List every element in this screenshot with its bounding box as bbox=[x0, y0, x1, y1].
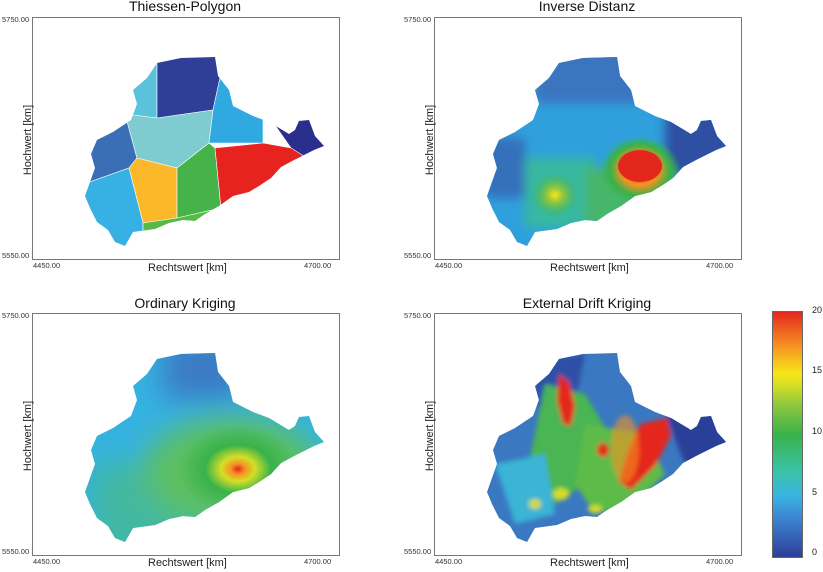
cell-nw bbox=[85, 57, 158, 119]
colorbar-tick-0: 0 bbox=[812, 547, 818, 557]
y-axis-label: Hochwert [km] bbox=[424, 104, 436, 176]
map-inverse-distanz bbox=[487, 57, 726, 246]
idw-hotspot-west bbox=[531, 173, 579, 217]
x-tick-right: 4700.00 bbox=[706, 261, 734, 270]
colorbar bbox=[772, 311, 803, 558]
map-ordinary-kriging bbox=[85, 353, 324, 542]
colorbar-tick-15: 15 bbox=[812, 365, 823, 375]
y-axis-label: Hochwert [km] bbox=[22, 104, 34, 176]
ok-hotspot bbox=[178, 425, 298, 513]
colorbar-tick-10: 10 bbox=[812, 426, 823, 436]
cell-center-east bbox=[208, 57, 324, 144]
map-thiessen bbox=[85, 57, 324, 246]
y-tick-bottom: 5550.00 bbox=[404, 251, 432, 260]
x-tick-left: 4450.00 bbox=[435, 557, 463, 566]
map-external-drift-kriging bbox=[487, 353, 726, 542]
map-frame bbox=[32, 17, 340, 260]
y-tick-bottom: 5550.00 bbox=[404, 547, 432, 556]
cell-east bbox=[262, 57, 324, 246]
x-axis-label: Rechtswert [km] bbox=[148, 557, 227, 569]
y-tick-bottom: 5550.00 bbox=[2, 547, 30, 556]
x-axis-label: Rechtswert [km] bbox=[148, 262, 227, 274]
x-axis-label: Rechtswert [km] bbox=[550, 557, 629, 569]
y-axis-label: Hochwert [km] bbox=[22, 400, 34, 472]
panel-title: External Drift Kriging bbox=[522, 295, 652, 311]
cell-southwest bbox=[85, 167, 144, 246]
panel-title: Ordinary Kriging bbox=[134, 295, 236, 311]
edk-field bbox=[487, 353, 726, 542]
ok-field bbox=[85, 353, 324, 542]
panel-title: Inverse Distanz bbox=[538, 0, 636, 14]
y-tick-top: 5750.00 bbox=[404, 15, 432, 24]
y-tick-top: 5750.00 bbox=[2, 15, 30, 24]
edk-ridge-north bbox=[557, 374, 575, 426]
colorbar-tick-5: 5 bbox=[812, 487, 818, 497]
x-tick-left: 4450.00 bbox=[33, 557, 61, 566]
cell-southeast-red bbox=[214, 142, 324, 246]
y-tick-top: 5750.00 bbox=[2, 311, 30, 320]
y-axis-label: Hochwert [km] bbox=[424, 400, 436, 472]
map-frame bbox=[434, 313, 742, 556]
y-tick-top: 5750.00 bbox=[404, 311, 432, 320]
x-tick-left: 4450.00 bbox=[33, 261, 61, 270]
panel-title: Thiessen-Polygon bbox=[128, 0, 242, 14]
x-axis-label: Rechtswert [km] bbox=[550, 262, 629, 274]
colorbar-tick-20: 20 bbox=[812, 305, 823, 315]
x-tick-right: 4700.00 bbox=[706, 557, 734, 566]
map-frame bbox=[32, 313, 340, 556]
x-tick-right: 4700.00 bbox=[304, 261, 332, 270]
idw-field bbox=[487, 57, 726, 246]
map-frame bbox=[434, 17, 742, 260]
x-tick-right: 4700.00 bbox=[304, 557, 332, 566]
x-tick-left: 4450.00 bbox=[435, 261, 463, 270]
y-tick-bottom: 5550.00 bbox=[2, 251, 30, 260]
thiessen-cells bbox=[85, 57, 324, 246]
